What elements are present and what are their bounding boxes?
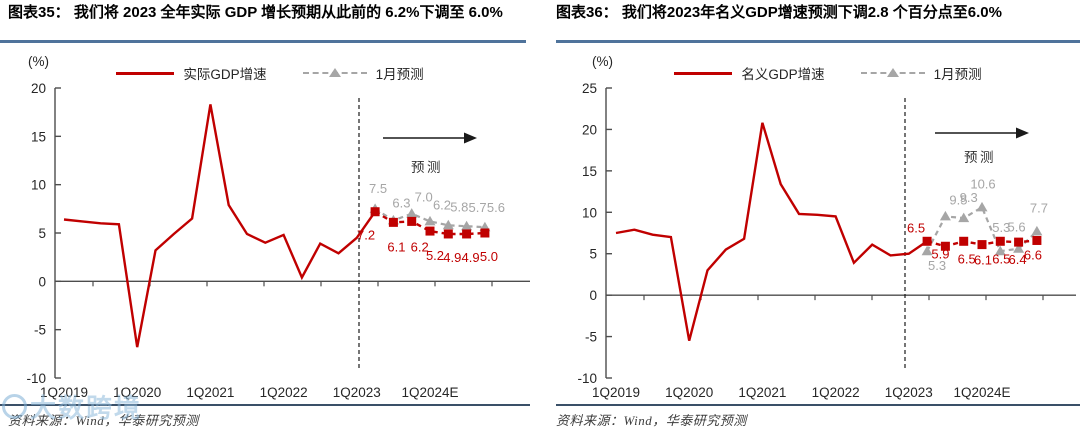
figure35-legend: 实际GDP增速 1月预测 xyxy=(0,63,540,83)
gray-dashed-line-icon xyxy=(302,68,367,77)
svg-text:6.5: 6.5 xyxy=(992,251,1010,266)
svg-text:1Q2022: 1Q2022 xyxy=(812,385,860,400)
svg-text:5.2: 5.2 xyxy=(426,248,444,263)
svg-text:10: 10 xyxy=(582,205,597,220)
figure35-footer: 资料来源：Wind，华泰研究预测 xyxy=(0,404,530,429)
svg-text:-10: -10 xyxy=(26,371,46,386)
svg-text:0: 0 xyxy=(38,274,46,289)
svg-text:10: 10 xyxy=(31,178,46,193)
svg-text:7.5: 7.5 xyxy=(369,181,387,196)
figure35-title-box: 图表35： 我们将 2023 全年实际 GDP 增长预期从此前的 6.2%下调至… xyxy=(0,0,526,43)
figure36-legend: 名义GDP增速 1月预测 xyxy=(540,63,1080,83)
triangle-marker-icon xyxy=(886,68,899,77)
svg-text:20: 20 xyxy=(582,122,597,137)
svg-text:6.5: 6.5 xyxy=(907,220,925,235)
figure35-chart-area: (%) 实际GDP增速 1月预测 20 15 10 5 0 -5 -10 1Q2019 1Q20… xyxy=(0,48,540,404)
svg-text:1Q2023: 1Q2023 xyxy=(885,385,933,400)
source-note: 资料来源：Wind，华泰研究预测 xyxy=(556,413,747,428)
svg-text:1Q2023: 1Q2023 xyxy=(333,385,381,400)
figure36-title-box: 图表36： 我们将2023年名义GDP增速预测下调2.8 个百分点至6.0% xyxy=(556,0,1080,43)
svg-text:5.0: 5.0 xyxy=(480,249,498,264)
panel-figure-36: 图表36： 我们将2023年名义GDP增速预测下调2.8 个百分点至6.0% (… xyxy=(540,0,1080,434)
y-axis-unit-label: (%) xyxy=(592,54,613,69)
svg-text:6.2: 6.2 xyxy=(411,239,429,254)
svg-text:10.6: 10.6 xyxy=(970,176,995,191)
svg-text:5: 5 xyxy=(38,226,46,241)
svg-text:1Q2019: 1Q2019 xyxy=(592,385,640,400)
svg-text:6.4: 6.4 xyxy=(1009,252,1027,267)
figure36-title: 图表36： 我们将2023年名义GDP增速预测下调2.8 个百分点至6.0% xyxy=(556,4,1002,21)
panel-figure-35: 图表35： 我们将 2023 全年实际 GDP 增长预期从此前的 6.2%下调至… xyxy=(0,0,540,429)
source-note: 资料来源：Wind，华泰研究预测 xyxy=(8,413,199,428)
svg-text:1Q2021: 1Q2021 xyxy=(186,385,234,400)
footer-divider xyxy=(0,404,530,406)
legend-item-jan-forecast: 1月预测 xyxy=(860,63,982,83)
svg-text:6.1: 6.1 xyxy=(387,239,405,254)
legend-label: 1月预测 xyxy=(933,67,982,82)
svg-text:5.3: 5.3 xyxy=(992,220,1010,235)
red-line-icon xyxy=(674,71,733,75)
svg-text:9.5: 9.5 xyxy=(949,192,967,207)
legend-label: 1月预测 xyxy=(375,67,424,82)
svg-text:4.9: 4.9 xyxy=(443,250,461,265)
svg-text:15: 15 xyxy=(582,164,597,179)
y-axis-unit-label: (%) xyxy=(28,54,49,69)
svg-text:6.5: 6.5 xyxy=(958,251,976,266)
legend-item-actual-gdp: 实际GDP增速 xyxy=(116,63,267,83)
svg-text:-10: -10 xyxy=(577,371,597,386)
svg-text:20: 20 xyxy=(31,81,46,96)
svg-text:5.6: 5.6 xyxy=(487,200,505,215)
svg-text:5.9: 5.9 xyxy=(931,246,949,261)
svg-text:1Q2024E: 1Q2024E xyxy=(953,385,1010,400)
red-line-icon xyxy=(116,71,175,75)
svg-text:6.1: 6.1 xyxy=(974,253,992,268)
svg-text:5.3: 5.3 xyxy=(928,258,946,273)
svg-text:4.9: 4.9 xyxy=(462,250,480,265)
legend-label: 实际GDP增速 xyxy=(183,67,267,82)
svg-text:预测: 预测 xyxy=(964,150,996,165)
svg-text:6.3: 6.3 xyxy=(392,195,410,210)
svg-text:1Q2022: 1Q2022 xyxy=(260,385,308,400)
svg-text:7.7: 7.7 xyxy=(1030,200,1048,215)
legend-label: 名义GDP增速 xyxy=(741,67,825,82)
figure36-footer: 资料来源：Wind，华泰研究预测 xyxy=(556,404,1080,429)
figure35-title: 图表35： 我们将 2023 全年实际 GDP 增长预期从此前的 6.2%下调至… xyxy=(8,4,503,21)
svg-text:-5: -5 xyxy=(585,330,597,345)
svg-text:6.6: 6.6 xyxy=(1024,247,1042,262)
triangle-marker-icon xyxy=(328,68,341,77)
footer-divider xyxy=(556,404,1080,406)
svg-text:1Q2020: 1Q2020 xyxy=(113,385,161,400)
svg-text:15: 15 xyxy=(31,129,46,144)
svg-text:1Q2024E: 1Q2024E xyxy=(401,385,458,400)
legend-item-jan-forecast: 1月预测 xyxy=(302,63,424,83)
svg-text:7.2: 7.2 xyxy=(357,228,375,243)
svg-text:5.6: 5.6 xyxy=(1008,220,1026,235)
svg-text:5: 5 xyxy=(589,247,597,262)
svg-text:6.2: 6.2 xyxy=(433,197,451,212)
svg-text:25: 25 xyxy=(582,81,597,96)
svg-text:5.8: 5.8 xyxy=(450,199,468,214)
svg-text:5.7: 5.7 xyxy=(469,200,487,215)
svg-text:1Q2021: 1Q2021 xyxy=(738,385,786,400)
svg-text:1Q2019: 1Q2019 xyxy=(40,385,88,400)
svg-text:0: 0 xyxy=(589,288,597,303)
legend-item-nominal-gdp: 名义GDP增速 xyxy=(674,63,825,83)
svg-text:预测: 预测 xyxy=(411,160,443,175)
gray-dashed-line-icon xyxy=(860,68,925,77)
svg-text:9.3: 9.3 xyxy=(960,190,978,205)
svg-text:7.0: 7.0 xyxy=(415,190,433,205)
svg-text:-5: -5 xyxy=(34,323,46,338)
svg-text:1Q2020: 1Q2020 xyxy=(665,385,713,400)
figure36-chart-area: (%) 名义GDP增速 1月预测 25 20 15 10 5 0 -5 -10 1Q2019 1Q… xyxy=(540,48,1080,404)
